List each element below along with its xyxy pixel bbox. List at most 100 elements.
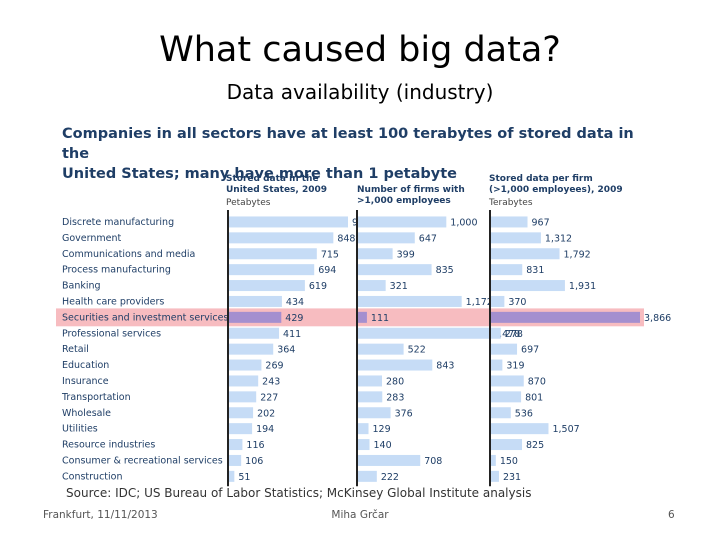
data-label: 231 (503, 472, 521, 483)
bar (228, 359, 262, 371)
bar (357, 391, 383, 403)
data-label: 801 (525, 392, 543, 403)
column-unit-petabytes: Petabytes (226, 198, 271, 208)
column-header-line-1: Stored data in the (226, 174, 319, 184)
data-label: 319 (506, 361, 524, 372)
bar (357, 343, 404, 355)
bar (228, 327, 280, 339)
category-label: Communications and media (62, 249, 195, 260)
data-label: 843 (436, 361, 454, 372)
data-label: 376 (395, 408, 413, 419)
data-label: 51 (238, 472, 250, 483)
bar (490, 343, 518, 355)
data-label: 321 (390, 281, 408, 292)
bar (357, 264, 432, 276)
data-label: 1,507 (552, 424, 579, 435)
bar (357, 280, 386, 292)
category-label: Discrete manufacturing (62, 217, 174, 228)
data-label: 111 (371, 313, 389, 324)
data-label: 129 (373, 424, 391, 435)
bar (357, 407, 391, 419)
column-unit-terabytes: Terabytes (489, 198, 533, 208)
footer-author: Miha Grčar (331, 509, 389, 521)
column-header-line-2: (>1,000 employees), 2009 (489, 185, 623, 195)
bar (228, 439, 243, 451)
column-header-firms: Number of firms with >1,000 employees (357, 185, 465, 207)
data-label: 1,172 (466, 297, 493, 308)
category-label: Education (62, 360, 109, 371)
data-label: 1,478 (493, 329, 520, 340)
data-label: 283 (386, 392, 404, 403)
data-label: 825 (526, 440, 544, 451)
data-label: 222 (381, 472, 399, 483)
column-header-line-2: >1,000 employees (357, 196, 451, 206)
data-label: 269 (265, 361, 283, 372)
data-label: 106 (245, 456, 263, 467)
bar (228, 280, 305, 292)
source-note: Source: IDC; US Bureau of Labor Statisti… (66, 486, 532, 500)
category-label: Government (62, 233, 122, 244)
bar (357, 359, 433, 371)
data-label: 399 (397, 249, 415, 260)
bar (228, 295, 282, 307)
data-label: 243 (262, 376, 280, 387)
bar (490, 470, 499, 482)
category-label: Health care providers (62, 297, 164, 308)
category-label: Construction (62, 471, 123, 482)
data-label: 364 (277, 345, 295, 356)
data-label: 835 (436, 265, 454, 276)
category-label: Retail (62, 344, 89, 355)
category-label: Process manufacturing (62, 265, 171, 276)
bar (490, 423, 549, 435)
data-label: 278 (505, 329, 523, 340)
data-label: 411 (283, 329, 301, 340)
data-label: 150 (500, 456, 518, 467)
data-label: 370 (508, 297, 526, 308)
bar (490, 391, 522, 403)
bar (228, 232, 334, 244)
data-label: 140 (374, 440, 392, 451)
data-label: 522 (408, 345, 426, 356)
category-label: Professional services (62, 328, 161, 339)
bar (228, 454, 242, 466)
data-label: 202 (257, 408, 275, 419)
bar (490, 359, 503, 371)
bar (357, 232, 415, 244)
bar (490, 280, 565, 292)
bar (490, 327, 501, 339)
category-label: Banking (62, 281, 101, 292)
data-label: 870 (528, 376, 546, 387)
data-label: 1,312 (545, 233, 572, 244)
chart-title-line-2: United States; many have more than 1 pet… (62, 166, 457, 182)
bar (357, 375, 383, 387)
data-label: 967 (532, 217, 550, 228)
bar (228, 343, 274, 355)
bar (357, 295, 462, 307)
bar (357, 248, 393, 260)
column-header-stored-data: Stored data in the United States, 2009 (226, 174, 327, 196)
data-label: 715 (321, 249, 339, 260)
data-label: 694 (318, 265, 336, 276)
bar (490, 216, 528, 228)
data-label: 280 (386, 376, 404, 387)
data-label: 848 (337, 233, 355, 244)
data-label: 434 (286, 297, 304, 308)
bar (357, 439, 370, 451)
bar (490, 248, 560, 260)
slide-subtitle: Data availability (industry) (226, 80, 494, 104)
bar (490, 311, 640, 323)
bar (228, 391, 257, 403)
data-label: 697 (521, 345, 539, 356)
column-header-line-1: Number of firms with (357, 185, 465, 195)
bar (357, 311, 367, 323)
bar (490, 439, 523, 451)
data-label: 429 (285, 313, 303, 324)
bar (357, 216, 447, 228)
data-label: 536 (515, 408, 533, 419)
data-label: 1,792 (564, 249, 591, 260)
bar (228, 407, 254, 419)
data-label: 194 (256, 424, 274, 435)
data-label: 3,866 (644, 313, 671, 324)
bar (490, 454, 496, 466)
